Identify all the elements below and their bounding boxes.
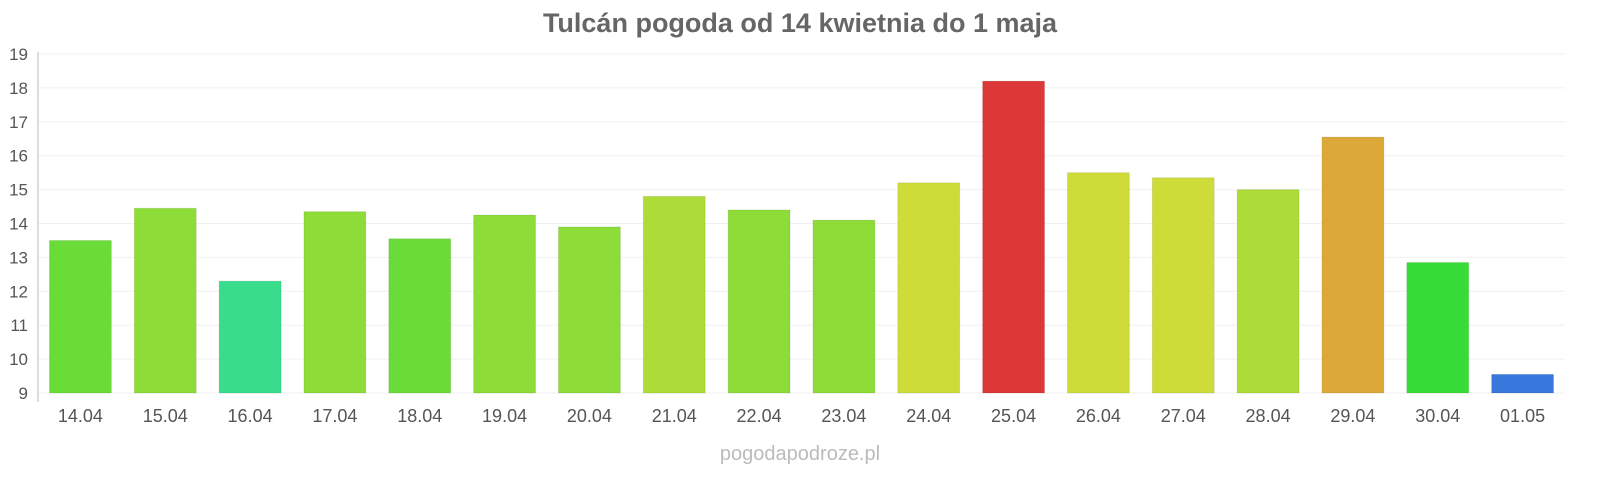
bar-23.04 (812, 219, 876, 394)
y-tick-label: 12 (9, 282, 28, 301)
chart-title: Tulcán pogoda od 14 kwietnia do 1 maja (543, 8, 1058, 38)
x-tick-label: 21.04 (652, 406, 697, 426)
bar-17.04 (303, 211, 367, 394)
y-tick-label: 10 (9, 350, 28, 369)
footer-watermark: pogodapodroze.pl (720, 443, 880, 465)
bar-01.05 (1491, 373, 1555, 394)
bar-16.04 (218, 280, 282, 394)
y-tick-label: 9 (19, 384, 28, 403)
bar-22.04 (727, 209, 791, 394)
y-tick-label: 16 (9, 147, 28, 166)
x-tick-label: 28.04 (1246, 406, 1291, 426)
x-tick-label: 19.04 (482, 406, 527, 426)
y-tick-label: 17 (9, 113, 28, 132)
x-tick-label: 26.04 (1076, 406, 1121, 426)
bar-30.04 (1406, 261, 1470, 394)
x-tick-label: 17.04 (312, 406, 357, 426)
y-tick-label: 15 (9, 181, 28, 200)
x-tick-label: 30.04 (1415, 406, 1460, 426)
bar-24.04 (897, 182, 961, 394)
x-tick-label: 25.04 (991, 406, 1036, 426)
bar-19.04 (473, 214, 537, 394)
bar-26.04 (1066, 172, 1130, 394)
x-tick-label: 24.04 (906, 406, 951, 426)
x-tick-label: 14.04 (58, 406, 103, 426)
bar-15.04 (133, 207, 197, 394)
x-tick-label: 20.04 (567, 406, 612, 426)
y-tick-label: 19 (9, 45, 28, 64)
bar-29.04 (1321, 136, 1385, 394)
x-tick-label: 16.04 (228, 406, 273, 426)
bar-20.04 (557, 226, 621, 394)
x-tick-label: 01.05 (1500, 406, 1545, 426)
bar-14.04 (48, 239, 112, 394)
x-tick-label: 29.04 (1330, 406, 1375, 426)
bar-28.04 (1236, 189, 1300, 394)
x-tick-label: 18.04 (397, 406, 442, 426)
y-tick-label: 14 (9, 215, 28, 234)
bar-27.04 (1151, 177, 1215, 394)
y-tick-label: 18 (9, 79, 28, 98)
x-tick-label: 27.04 (1161, 406, 1206, 426)
x-tick-label: 22.04 (737, 406, 782, 426)
bar-25.04 (982, 80, 1046, 394)
y-tick-label: 11 (10, 316, 28, 335)
bar-21.04 (642, 195, 706, 394)
x-tick-label: 15.04 (143, 406, 188, 426)
y-tick-label: 13 (9, 248, 28, 267)
x-tick-label: 23.04 (821, 406, 866, 426)
bar-18.04 (388, 238, 452, 394)
